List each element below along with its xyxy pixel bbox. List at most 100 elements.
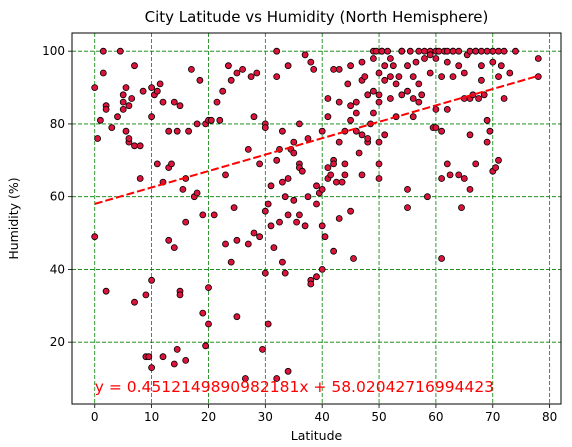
data-point [421, 55, 428, 62]
data-point [222, 240, 229, 248]
data-point [244, 145, 252, 153]
data-point [159, 353, 167, 361]
data-point [318, 127, 326, 135]
data-point [216, 116, 224, 124]
data-point [176, 291, 184, 299]
data-point [375, 160, 383, 168]
data-point [108, 124, 116, 131]
data-point [91, 84, 99, 91]
data-point [244, 240, 252, 248]
data-point [261, 269, 269, 277]
data-point [330, 247, 338, 255]
x-tick-label: 0 [91, 410, 99, 424]
data-point [335, 98, 343, 106]
data-point [148, 84, 156, 91]
data-point [313, 182, 320, 190]
data-point [443, 47, 451, 55]
data-point [426, 51, 434, 59]
data-point [375, 138, 383, 146]
data-point [534, 55, 542, 62]
data-point [264, 200, 272, 208]
x-axis-label: Latitude [291, 428, 343, 443]
data-point [358, 171, 366, 179]
data-point [304, 135, 312, 142]
data-point [168, 160, 175, 168]
data-point [301, 222, 309, 230]
data-point [483, 116, 491, 124]
data-point [193, 120, 201, 128]
data-point [347, 62, 355, 70]
data-point [119, 106, 127, 113]
data-point [281, 269, 289, 277]
data-point [99, 69, 107, 77]
data-point [250, 113, 258, 121]
data-point [358, 131, 366, 139]
data-point [233, 236, 241, 244]
data-point [284, 367, 292, 375]
data-point [466, 185, 474, 193]
data-point [97, 116, 104, 124]
data-point [472, 160, 480, 168]
data-point [273, 156, 281, 164]
data-point [384, 47, 392, 55]
data-point [404, 87, 411, 95]
data-point [449, 73, 457, 80]
data-point [409, 95, 417, 102]
data-point [102, 106, 110, 113]
data-point [472, 47, 480, 55]
data-point [324, 164, 332, 172]
data-point [500, 47, 508, 55]
data-point [330, 160, 338, 168]
data-point [483, 47, 491, 55]
data-point [310, 66, 318, 73]
data-point [293, 218, 301, 226]
data-point [313, 273, 320, 281]
data-point [500, 95, 508, 102]
data-point [415, 47, 423, 55]
data-point [278, 178, 286, 186]
data-point [324, 95, 332, 102]
data-point [139, 87, 147, 95]
data-point [483, 138, 491, 146]
data-point [136, 175, 144, 182]
data-point [369, 109, 377, 117]
data-point [313, 200, 320, 208]
data-point [227, 76, 235, 84]
data-point [119, 98, 127, 106]
y-tick-label: 100 [42, 44, 65, 58]
regression-equation: y = 0.4512149890982181x + 58.02042716994… [95, 378, 494, 396]
data-point [446, 171, 454, 179]
data-point [295, 211, 303, 219]
data-point [182, 356, 190, 364]
data-point [347, 102, 355, 110]
data-point [378, 47, 386, 55]
data-point [261, 207, 269, 215]
data-point [375, 91, 383, 99]
data-point [495, 73, 502, 80]
data-point [173, 345, 181, 353]
data-point [307, 280, 315, 288]
data-point [438, 73, 446, 80]
data-point [432, 106, 440, 113]
data-point [477, 62, 485, 70]
data-point [398, 91, 406, 99]
data-point [432, 124, 440, 131]
data-point [142, 291, 150, 299]
data-point [219, 87, 227, 95]
data-point [199, 211, 207, 219]
data-point [381, 76, 389, 84]
data-point [495, 156, 502, 164]
data-point [170, 360, 178, 368]
data-point [486, 127, 494, 135]
data-point [179, 185, 187, 193]
data-point [318, 265, 326, 273]
data-point [321, 233, 329, 241]
data-point [196, 76, 204, 84]
data-point [148, 364, 156, 372]
data-point [114, 113, 121, 121]
data-point [489, 58, 497, 66]
data-point [185, 127, 193, 135]
y-tick-label: 60 [50, 190, 65, 204]
data-point [259, 345, 266, 353]
